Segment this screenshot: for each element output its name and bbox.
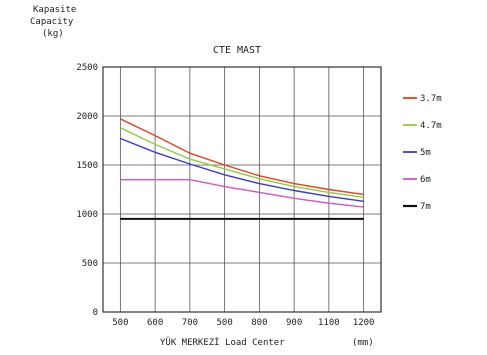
y-axis-label-line-3: (kg) <box>42 29 64 39</box>
y-tick-label-2: 1000 <box>76 210 98 220</box>
x-tick-label-2: 700 <box>182 318 198 328</box>
x-axis-unit: (mm) <box>352 338 374 348</box>
chart-title: CTE MAST <box>213 45 261 56</box>
series-line-5m <box>120 137 364 202</box>
x-tick-label-1: 600 <box>147 318 163 328</box>
x-tick-label-0: 500 <box>112 318 128 328</box>
legend-label-47m: 4.7m <box>420 121 442 131</box>
x-tick-label-6: 1100 <box>318 318 340 328</box>
x-tick-label-4: 800 <box>251 318 267 328</box>
legend-label-7m: 7m <box>420 202 431 212</box>
x-axis-label: YÜK MERKEZİ Load Center <box>160 337 285 348</box>
y-tick-label-4: 2000 <box>76 112 98 122</box>
y-axis-label-line-1: Kapasite <box>33 5 76 15</box>
legend-label-5m: 5m <box>420 148 431 158</box>
plot-frame <box>102 66 382 313</box>
y-tick-label-0: 0 <box>93 308 98 318</box>
y-tick-label-3: 1500 <box>76 161 98 171</box>
legend-label-6m: 6m <box>420 175 431 185</box>
series-line-6m <box>120 178 364 208</box>
legend-label-37m: 3.7m <box>420 94 442 104</box>
x-tick-label-5: 900 <box>286 318 302 328</box>
y-tick-label-5: 2500 <box>76 63 98 73</box>
series-line-47m <box>120 127 364 198</box>
y-tick-label-1: 500 <box>82 259 98 269</box>
series-line-37m <box>120 118 364 196</box>
x-tick-label-3: 500 <box>216 318 232 328</box>
x-tick-label-7: 1200 <box>353 318 375 328</box>
y-axis-label-line-2: Capacity <box>30 17 74 27</box>
